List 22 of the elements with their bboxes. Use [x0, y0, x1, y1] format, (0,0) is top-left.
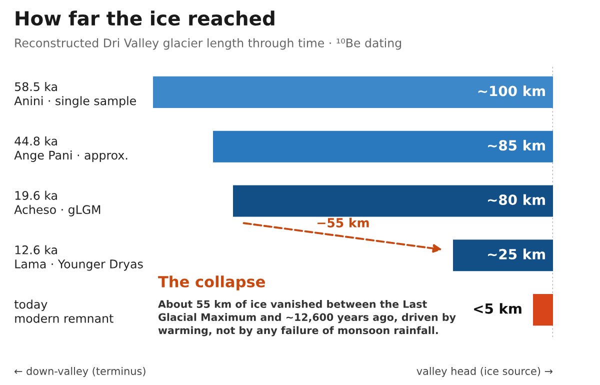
- data-label: ~80 km: [488, 194, 545, 206]
- data-label: ~25 km: [488, 248, 545, 260]
- data-label: ~100 km: [478, 85, 545, 96]
- data-label: <5 km: [474, 303, 522, 314]
- bar: [213, 130, 553, 162]
- text: valley head (ice source) →: [416, 366, 552, 378]
- chart-subtitle: Reconstructed Dri Valley glacier length through time · ¹⁰Be dating: [15, 38, 402, 50]
- bar: [453, 240, 553, 272]
- y-tick-label: 44.8 ka Ange Pani · approx.: [14, 136, 128, 162]
- annotation: About 55 km of ice vanished between the Last Glacial Maximum and ~12,600 years ago, driven by warming, not by any failure of monsoon rainfall.: [158, 300, 456, 336]
- text: ← down-valley (terminus): [14, 366, 146, 378]
- annotation: −55 km: [318, 218, 369, 228]
- bar: [533, 294, 553, 326]
- chart-title: How far the ice reached: [16, 10, 274, 26]
- bar: [233, 185, 553, 217]
- bar: [153, 76, 553, 108]
- y-tick-label: today modern remnant: [14, 300, 114, 323]
- y-tick-label: 19.6 ka Acheso · gLGM: [14, 190, 100, 216]
- annotation: The collapse: [158, 276, 265, 290]
- y-tick-label: 12.6 ka Lama · Younger Dryas: [15, 245, 143, 271]
- data-label: ~85 km: [488, 140, 545, 151]
- y-tick-label: 58.5 ka Anini · single sample: [14, 82, 136, 108]
